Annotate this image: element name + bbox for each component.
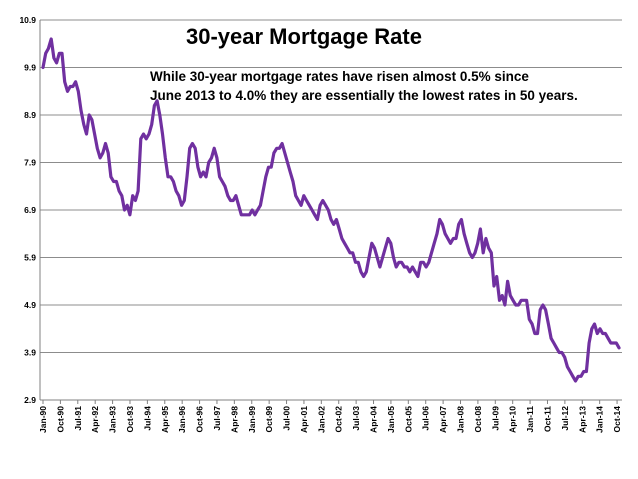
x-tick-label: Jan-96 xyxy=(177,406,187,433)
x-tick-label: Apr-07 xyxy=(438,406,448,433)
x-tick-label: Jan-14 xyxy=(595,406,605,433)
y-tick-label: 9.9 xyxy=(24,63,36,73)
x-tick-label: Apr-10 xyxy=(508,406,518,433)
x-tick-label: Jan-99 xyxy=(247,406,257,433)
x-tick-label: Oct-93 xyxy=(125,406,135,433)
y-tick-label: 4.9 xyxy=(24,300,36,310)
y-axis-tick-labels: 10.9 9.9 8.9 7.9 6.9 5.9 4.9 3.9 2.9 xyxy=(19,15,36,405)
x-tick-label: Oct-11 xyxy=(542,406,552,432)
x-tick-label: Jul-12 xyxy=(560,406,570,431)
x-tick-label: Apr-01 xyxy=(299,406,309,433)
x-tick-label: Apr-95 xyxy=(160,406,170,433)
y-tick-label: 2.9 xyxy=(24,395,36,405)
x-tick-label: Jan-08 xyxy=(456,406,466,433)
x-tick-label: Jul-94 xyxy=(142,406,152,431)
x-tick-label: Oct-08 xyxy=(473,406,483,433)
x-tick-label: Jan-11 xyxy=(525,406,535,433)
chart-title: 30-year Mortgage Rate xyxy=(186,24,422,49)
y-tick-label: 10.9 xyxy=(19,15,36,25)
x-tick-label: Jul-03 xyxy=(351,406,361,431)
annotation-line-1: While 30-year mortgage rates have risen … xyxy=(150,69,529,84)
x-tick-label: Oct-96 xyxy=(195,406,205,433)
y-tick-label: 7.9 xyxy=(24,158,36,168)
x-tick-label: Apr-92 xyxy=(90,406,100,433)
x-tick-label: Jul-91 xyxy=(73,406,83,431)
x-tick-label: Jan-05 xyxy=(386,406,396,433)
y-tick-label: 3.9 xyxy=(24,348,36,358)
x-tick-label: Oct-90 xyxy=(55,406,65,433)
series-lines xyxy=(41,37,621,383)
x-tick-label: Oct-99 xyxy=(264,406,274,433)
x-tick-label: Jan-02 xyxy=(316,406,326,433)
y-tick-label: 5.9 xyxy=(24,253,36,263)
x-tick-label: Jul-00 xyxy=(282,406,292,431)
x-tick-label: Apr-98 xyxy=(229,406,239,433)
x-tick-label: Apr-13 xyxy=(577,406,587,433)
x-tick-label: Oct-02 xyxy=(334,406,344,433)
annotation-line-2: June 2013 to 4.0% they are essentially t… xyxy=(150,88,578,103)
x-tick-label: Jan-90 xyxy=(38,406,48,433)
x-tick-label: Oct-05 xyxy=(403,406,413,433)
x-axis-tick-labels: Jan-90 Oct-90 Jul-91 Apr-92 Jan-93 Oct-93 Jul-… xyxy=(38,400,622,433)
x-tick-label: Jul-97 xyxy=(212,406,222,431)
x-tick-label: Jan-93 xyxy=(108,406,118,433)
x-tick-label: Oct-14 xyxy=(612,406,622,433)
series-line xyxy=(41,37,621,383)
gridlines xyxy=(39,19,622,401)
x-tick-label: Jul-06 xyxy=(421,406,431,431)
chart-annotation: While 30-year mortgage rates have risen … xyxy=(150,67,578,105)
x-tick-label: Apr-04 xyxy=(369,406,379,433)
y-tick-label: 6.9 xyxy=(24,205,36,215)
x-tick-label: Jul-09 xyxy=(490,406,500,431)
y-tick-label: 8.9 xyxy=(24,110,36,120)
